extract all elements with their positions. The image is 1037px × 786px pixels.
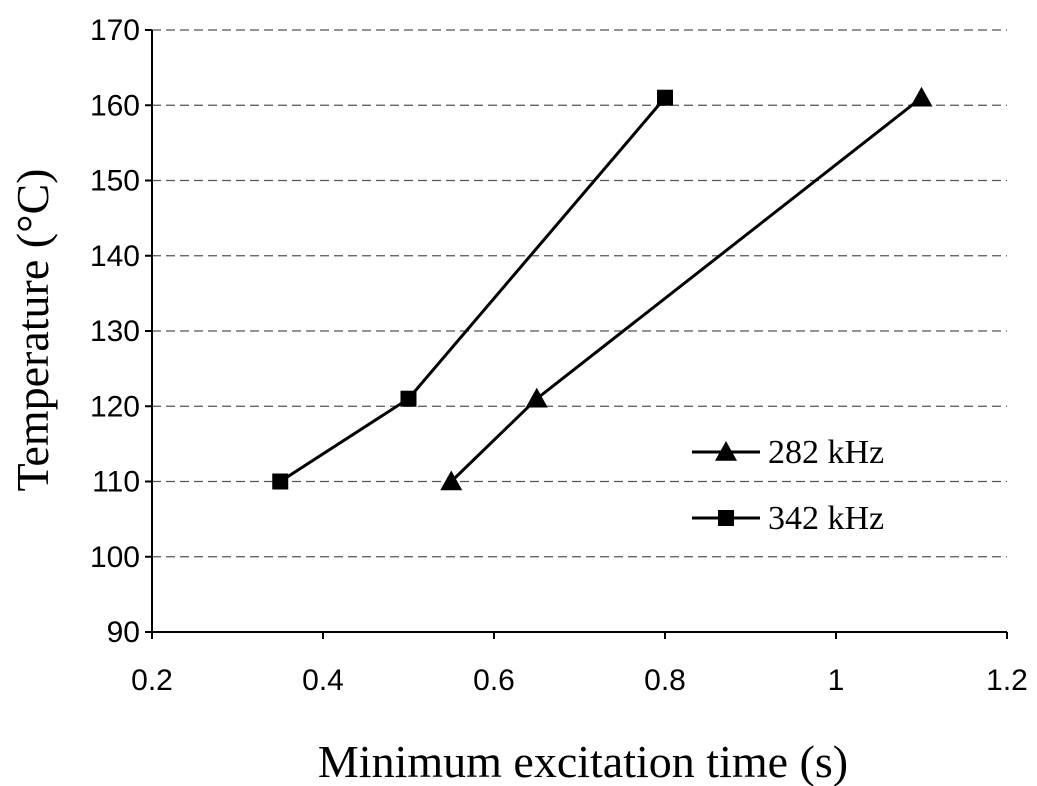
x-tick-label: 1 (828, 664, 845, 697)
x-tick-label: 1.2 (986, 664, 1028, 697)
legend-item: 282 kHz (692, 434, 884, 471)
series-triangle (440, 86, 933, 491)
x-tick-label: 0.2 (131, 664, 173, 697)
legend-item: 342 kHz (692, 500, 884, 537)
y-tick-label: 120 (90, 390, 140, 423)
data-point (657, 89, 673, 106)
data-point (400, 390, 417, 407)
y-tick-label: 110 (92, 466, 140, 499)
y-axis-title: Temperature (°C) (7, 169, 58, 492)
y-tick-label: 90 (107, 616, 140, 649)
legend-label: 342 kHz (768, 500, 884, 537)
series-line (450, 96, 923, 483)
legend-label: 282 kHz (768, 434, 884, 471)
tick-labels: 90 100 110 120 130 140 150 160 170 0.2 0.4 0.6 0.8 1 1… (90, 14, 1028, 697)
data-point (525, 387, 548, 408)
legend: 282 kHz 342 kHz (692, 434, 884, 537)
axes (145, 29, 1008, 639)
series-line (279, 96, 667, 483)
y-tick-label: 130 (90, 315, 140, 348)
y-tick-label: 140 (90, 240, 140, 273)
x-tick-label: 0.8 (644, 664, 686, 697)
series-group (272, 86, 933, 491)
x-tick-label: 0.4 (302, 664, 344, 697)
grid-lines (152, 29, 1007, 558)
y-tick-label: 100 (90, 541, 140, 574)
data-point (440, 470, 463, 491)
series-square (272, 89, 673, 490)
y-tick-label: 150 (90, 165, 140, 198)
y-tick-label: 170 (90, 14, 140, 47)
legend-marker (718, 510, 734, 526)
legend-marker (715, 441, 737, 461)
data-point (272, 473, 289, 490)
x-tick-label: 0.6 (473, 664, 515, 697)
data-point (910, 86, 933, 107)
x-axis-title: Minimum excitation time (s) (318, 736, 848, 786)
y-tick-label: 160 (90, 89, 140, 122)
